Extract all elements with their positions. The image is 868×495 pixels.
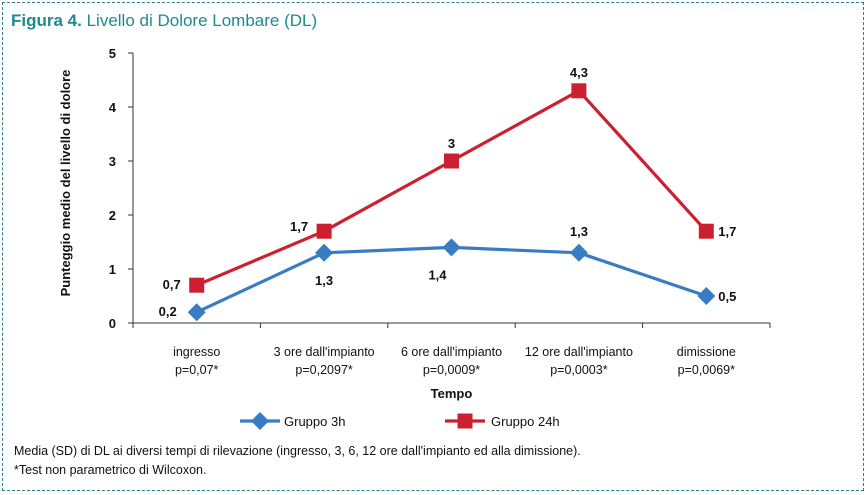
data-label: 1,7: [718, 224, 736, 239]
data-label: 1,3: [570, 224, 588, 239]
x-tick-label: ingresso: [173, 345, 220, 359]
figure-notes: Media (SD) di DL ai diversi tempi di ril…: [14, 442, 581, 480]
chart-axes: 0 1 2 3 4 5 ingresso p=0,07* 3 ore dall'impianto…: [58, 46, 771, 401]
y-tick-label: 0: [109, 316, 116, 331]
x-tick-label: 12 ore dall'impianto: [525, 345, 633, 359]
data-label: 0,2: [159, 304, 177, 319]
p-value-label: p=0,2097*: [295, 363, 352, 377]
note-test: *Test non parametrico di Wilcoxon.: [14, 463, 207, 477]
x-tick-label: dimissione: [677, 345, 736, 359]
y-tick-label: 1: [109, 262, 116, 277]
y-tick-label: 4: [109, 100, 117, 115]
legend-label: Gruppo 3h: [284, 414, 345, 429]
y-tick-label: 2: [109, 208, 116, 223]
legend-marker: [457, 413, 473, 429]
note-description: Media (SD) di DL ai diversi tempi di ril…: [14, 444, 581, 458]
gruppo-24h-point: [444, 153, 459, 169]
p-value-label: p=0,07*: [175, 363, 219, 377]
legend-label: Gruppo 24h: [491, 414, 560, 429]
p-value-label: p=0,0069*: [678, 363, 735, 377]
gruppo-24h-point: [189, 277, 205, 293]
figure-number: Figura 4.: [11, 11, 82, 30]
series-markers: [187, 83, 716, 322]
gruppo-3h-point: [315, 243, 334, 262]
data-label: 0,5: [718, 289, 736, 304]
y-tick-label: 3: [109, 154, 116, 169]
data-label: 4,3: [570, 65, 588, 80]
data-label: 3: [448, 136, 455, 151]
gruppo-3h-point: [697, 287, 716, 305]
data-label: 1,7: [290, 219, 308, 234]
legend-marker: [251, 412, 269, 430]
data-label: 1,4: [428, 267, 447, 282]
series-line-gruppo-3h: [196, 245, 707, 314]
x-tick-label: 6 ore dall'impianto: [401, 345, 502, 359]
gruppo-3h-point: [442, 238, 461, 257]
gruppo-3h-point: [187, 303, 206, 322]
gruppo-3h-point: [569, 243, 588, 262]
p-value-label: p=0,0003*: [550, 363, 607, 377]
legend: Gruppo 3h Gruppo 24h: [240, 412, 560, 430]
series-lines: [196, 89, 708, 314]
x-axis-title: Tempo: [431, 386, 473, 401]
data-label: 1,3: [315, 273, 333, 288]
gruppo-24h-point: [571, 83, 587, 99]
gruppo-24h-point: [698, 223, 714, 239]
y-axis-title: Punteggio medio del livello di dolore: [58, 70, 73, 297]
y-tick-label: 5: [109, 46, 116, 61]
data-labels: 0,2 1,3 1,4 1,3 0,5 0,7 1,7 3 4,3 1,7: [159, 65, 737, 319]
figure-title: Figura 4. Livello di Dolore Lombare (DL): [11, 11, 317, 31]
p-value-label: p=0,0009*: [423, 363, 480, 377]
gruppo-24h-point: [316, 223, 332, 239]
data-label: 0,7: [163, 277, 181, 292]
x-tick-label: 3 ore dall'impianto: [274, 345, 375, 359]
figure-title-text: Livello di Dolore Lombare (DL): [86, 11, 318, 30]
